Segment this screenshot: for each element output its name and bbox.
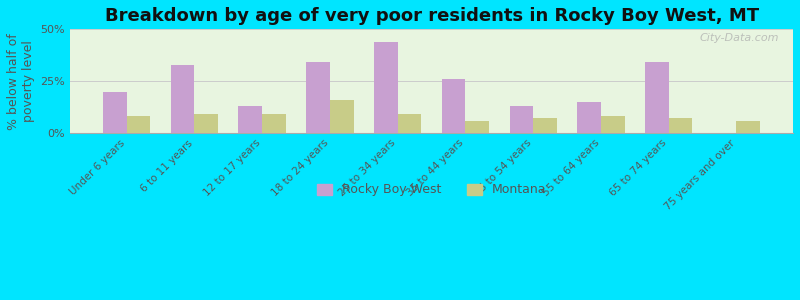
Bar xyxy=(398,114,422,133)
Bar xyxy=(238,106,262,133)
Bar xyxy=(170,64,194,133)
Bar xyxy=(601,116,625,133)
Bar xyxy=(578,102,601,133)
Bar xyxy=(510,106,534,133)
Bar xyxy=(330,100,354,133)
Bar xyxy=(103,92,126,133)
Bar xyxy=(442,79,466,133)
Bar xyxy=(737,121,760,133)
Bar xyxy=(669,118,693,133)
Bar xyxy=(534,118,557,133)
Bar xyxy=(374,42,398,133)
Legend: Rocky Boy West, Montana: Rocky Boy West, Montana xyxy=(312,178,551,201)
Text: City-Data.com: City-Data.com xyxy=(699,33,778,43)
Bar xyxy=(262,114,286,133)
Bar xyxy=(126,116,150,133)
Y-axis label: % below half of
poverty level: % below half of poverty level xyxy=(7,33,35,130)
Title: Breakdown by age of very poor residents in Rocky Boy West, MT: Breakdown by age of very poor residents … xyxy=(105,7,758,25)
Bar xyxy=(466,121,489,133)
Bar xyxy=(645,62,669,133)
Bar xyxy=(306,62,330,133)
Bar xyxy=(194,114,218,133)
